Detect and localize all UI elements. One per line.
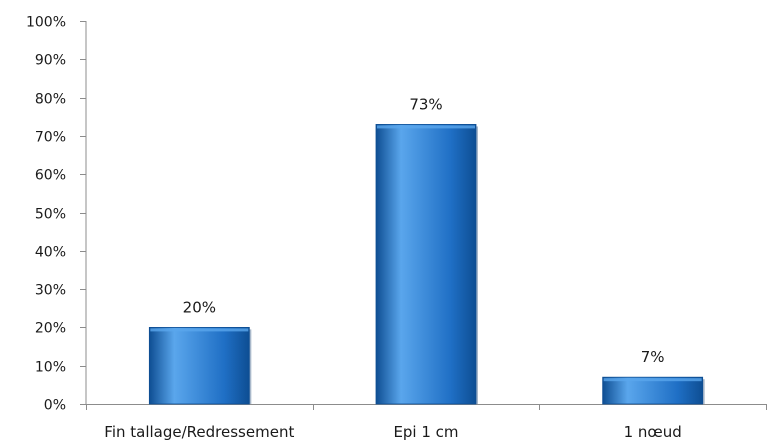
- y-tick-label: 60%: [35, 168, 66, 184]
- x-category-label: 1 nœud: [624, 423, 682, 441]
- x-category-label: Fin tallage/Redressement: [104, 423, 294, 441]
- y-tick-label: 50%: [35, 207, 66, 223]
- bar-data-label: 20%: [183, 298, 216, 316]
- bar-highlight: [603, 378, 702, 382]
- y-tick-label: 40%: [35, 245, 66, 261]
- x-axis: Fin tallage/Redressement Epi 1 cm 1 nœud: [86, 404, 767, 441]
- data-labels: 20% 73% 7%: [183, 95, 665, 366]
- y-tick-label: 0%: [44, 398, 66, 414]
- bar-data-label: 73%: [409, 95, 442, 113]
- bar-highlight: [150, 328, 249, 332]
- y-tick-label: 80%: [35, 92, 66, 108]
- bar-highlight: [377, 125, 475, 129]
- y-tick-label: 100%: [26, 15, 66, 31]
- y-tick-label: 30%: [35, 283, 66, 299]
- y-tick-label: 90%: [35, 53, 66, 69]
- bar: [375, 124, 477, 405]
- x-category-label: Epi 1 cm: [393, 423, 458, 441]
- bar: [148, 326, 250, 405]
- y-tick-label: 20%: [35, 321, 66, 337]
- y-tick-label: 10%: [35, 360, 66, 376]
- bars: [148, 124, 705, 405]
- bar: [602, 376, 704, 405]
- y-axis: 0% 10% 20% 30% 40% 50% 60% 70% 80% 90% 100%: [26, 15, 87, 414]
- y-tick-label: 70%: [35, 130, 66, 146]
- bar-data-label: 7%: [641, 348, 665, 366]
